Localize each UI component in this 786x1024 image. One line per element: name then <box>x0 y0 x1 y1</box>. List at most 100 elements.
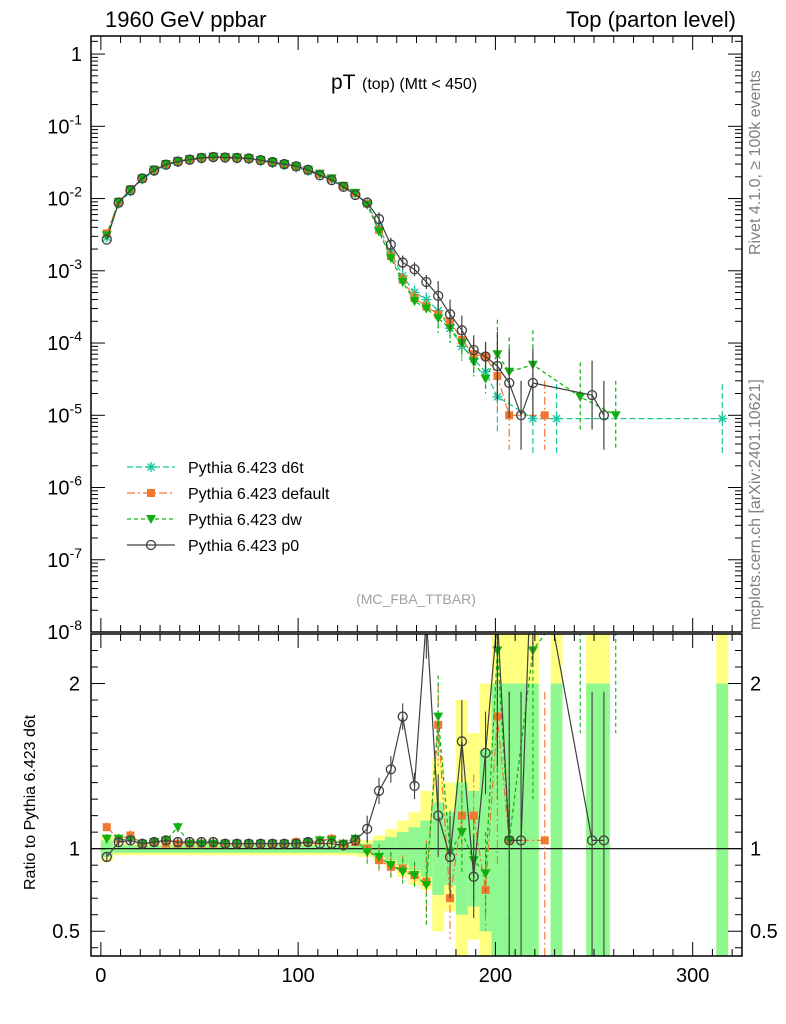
ratio-point <box>160 835 172 846</box>
ratio-point <box>469 811 478 820</box>
data-point <box>385 239 397 250</box>
data-point <box>527 377 539 389</box>
data-point <box>338 181 349 193</box>
data-point <box>255 155 266 166</box>
ratio-point <box>219 838 231 849</box>
x-tick-label: 300 <box>676 965 709 987</box>
ratio-point <box>575 580 585 589</box>
ratio-point <box>291 838 302 849</box>
ratio-point <box>480 747 491 759</box>
upper-plot-area <box>101 151 728 454</box>
ratio-point <box>433 712 444 722</box>
plot-title-main: pT <box>331 71 356 94</box>
ratio-tick-label-left: 2 <box>69 674 80 696</box>
legend-marker <box>147 489 155 497</box>
x-axis: 0 100 200 300 <box>95 36 733 987</box>
ratio-line <box>106 716 545 899</box>
legend-label: Pythia 6.423 dw <box>188 512 302 529</box>
legend-label: Pythia 6.423 d6t <box>188 460 304 477</box>
upper-panel: 10-810-710-610-510-410-310-210-11 pT (to… <box>47 35 743 644</box>
data-point <box>243 153 254 164</box>
ratio-line <box>106 634 546 887</box>
band-inner <box>526 683 539 956</box>
legend-item: Pythia 6.423 d6t <box>127 460 304 477</box>
ratio-point <box>172 823 183 833</box>
series-default <box>102 152 549 450</box>
y-tick-label: 10-2 <box>47 184 82 211</box>
ratio-tick-label-left: 1 <box>69 839 80 861</box>
ratio-tick-label-right: 1 <box>750 839 761 861</box>
ratio-point <box>302 836 314 848</box>
ratio-point <box>409 780 420 792</box>
ratio-tick-label-right: 0.5 <box>750 921 778 943</box>
ratio-point <box>102 823 111 832</box>
data-point <box>456 325 468 336</box>
data-point <box>350 189 361 201</box>
y-tick-label-base: 10 <box>47 622 69 644</box>
data-point <box>196 152 207 164</box>
ratio-ylabel: Ratio to Pythia 6.423 d6t <box>22 714 39 890</box>
data-point <box>468 344 479 356</box>
data-point <box>373 213 385 225</box>
rivet-label: Rivet 4.1.0, ≥ 100k events <box>747 70 764 255</box>
ratio-point <box>267 838 278 849</box>
x-tick-label: 200 <box>479 965 512 987</box>
ratio-point <box>433 810 444 821</box>
data-point <box>148 165 160 176</box>
ratio-point <box>468 871 479 882</box>
data-point <box>540 411 549 420</box>
legend-item: Pythia 6.423 default <box>127 486 330 503</box>
lower-y-axis: 0.5 0.5 1 1 2 2 <box>52 650 778 949</box>
lower-panel: 0.5 0.51 12 2 Ratio to Pythia 6.423 d6t 0 10… <box>22 36 778 987</box>
data-point <box>421 294 432 305</box>
ratio-point <box>255 838 266 849</box>
y-tick-label-base: 10 <box>47 116 69 138</box>
data-point <box>551 413 562 424</box>
y-tick-label-base: 10 <box>47 405 69 427</box>
ratio-tick-label-left: 0.5 <box>52 921 80 943</box>
plot-title-sub: (top) (Mtt < 450) <box>362 76 477 93</box>
ratio-point <box>196 836 207 848</box>
ratio-point <box>385 861 396 871</box>
data-point <box>397 257 408 268</box>
ratio-point <box>480 869 491 879</box>
header-right: Top (parton level) <box>566 7 736 32</box>
ratio-tick-label-right: 2 <box>750 674 761 696</box>
ratio-point <box>101 834 112 844</box>
data-point <box>717 413 728 424</box>
y-tick-label: 10-3 <box>47 256 82 283</box>
data-point <box>362 200 373 210</box>
x-tick-label: 100 <box>281 965 314 987</box>
data-point <box>362 197 373 208</box>
band-inner <box>716 683 729 956</box>
ratio-point <box>231 838 243 849</box>
data-point <box>433 314 444 324</box>
legend-marker <box>146 462 156 472</box>
data-point <box>385 254 396 264</box>
data-point <box>421 276 432 288</box>
data-point <box>267 156 278 168</box>
ratio-point <box>444 851 456 863</box>
data-point <box>527 413 538 424</box>
ratio-point <box>373 785 385 797</box>
ratio-point <box>422 613 431 622</box>
ratio-point <box>326 838 337 849</box>
ratio-point <box>279 838 290 849</box>
series-line <box>106 156 616 416</box>
y-tick-label-exp: -7 <box>70 545 83 561</box>
ratio-point <box>515 835 527 846</box>
data-point <box>586 389 598 401</box>
data-point <box>113 197 124 208</box>
ratio-dw <box>101 580 617 956</box>
ratio-point <box>338 840 349 851</box>
data-point <box>480 374 491 384</box>
upper-y-axis: 10-810-710-610-510-410-310-210-11 <box>47 40 742 644</box>
ratio-point <box>314 838 325 849</box>
y-tick-label: 10-5 <box>47 400 82 427</box>
data-point <box>184 154 195 165</box>
data-point <box>575 392 586 402</box>
y-tick-label-base: 10 <box>47 189 69 211</box>
ratio-point <box>101 851 112 863</box>
data-point <box>610 411 621 421</box>
ratio-point <box>397 711 408 722</box>
